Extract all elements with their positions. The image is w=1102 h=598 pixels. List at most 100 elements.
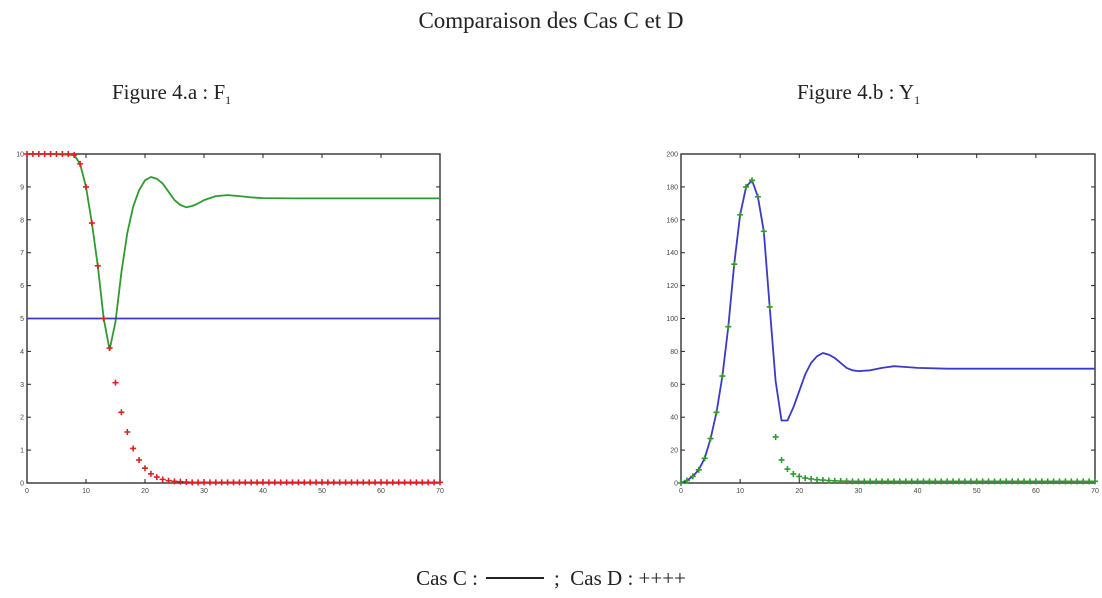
figure-4a-series-2-point bbox=[130, 445, 137, 452]
figure-4b-series-1-point bbox=[885, 478, 891, 485]
figure-4b-series-1-point bbox=[766, 303, 773, 310]
figure-4b-series-1-point bbox=[1080, 478, 1087, 485]
figure-4b-y-tick-label: 20 bbox=[670, 448, 678, 455]
figure-4b-series-1-point bbox=[867, 478, 874, 485]
figure-4a-series-2-point bbox=[378, 479, 384, 486]
figure-4b-series-1-point bbox=[737, 211, 744, 218]
figure-4a-series-2-point bbox=[360, 479, 367, 486]
figure-4b-x-tick-label: 10 bbox=[736, 488, 744, 495]
figure-4b-series-1-point bbox=[920, 478, 927, 485]
figure-4a-series-2-point bbox=[265, 479, 272, 486]
legend-cas-d-label: Cas D : ++++ bbox=[570, 566, 686, 590]
figure-4a-series-2-point bbox=[206, 479, 213, 486]
figure-4a-series-2-point bbox=[94, 262, 101, 269]
figure-4a-series-2-point bbox=[159, 476, 166, 483]
figure-4b-series-1-point bbox=[713, 409, 720, 416]
figure-4a-series-2-point bbox=[431, 479, 438, 486]
figure-4b-series-1-point bbox=[1056, 478, 1063, 485]
figure-4b-x-tick-label: 40 bbox=[914, 488, 922, 495]
figure-4a-series-2-point bbox=[248, 479, 255, 486]
figure-4a-series-2-point bbox=[177, 478, 184, 485]
figure-4b-plot: 0 10 20 30 40 50 60 70 0 20 40 60 80 100 120 140 160 180 2… bbox=[666, 152, 1099, 496]
figure-4a-series-2-point bbox=[24, 151, 30, 157]
figure-4a-series-2-point bbox=[319, 479, 325, 486]
figure-4b-series-1-point bbox=[790, 470, 797, 477]
figure-4b-series-1-point bbox=[950, 478, 957, 485]
figure-4b-y-tick-label: 160 bbox=[666, 217, 678, 224]
figure-4a-series-2-point bbox=[124, 429, 131, 436]
figure-4a-series-2-point bbox=[153, 474, 160, 481]
figure-4a-series-2-point bbox=[201, 479, 207, 486]
figure-4a-series-2-point bbox=[437, 479, 443, 486]
figure-4b-series-1-point bbox=[731, 261, 738, 268]
figure-4a-series-2-point bbox=[59, 151, 66, 157]
figure-4b-series-1-point bbox=[814, 476, 821, 483]
figure-4b-series-1-point bbox=[743, 183, 750, 190]
figure-4b-series-1-point bbox=[748, 177, 755, 184]
legend-cas-c-line-sample bbox=[485, 577, 544, 580]
figure-4a-series-2-point bbox=[283, 479, 290, 486]
figure-4a-x-tick-label: 60 bbox=[377, 488, 385, 495]
figure-4b-series-1-point bbox=[873, 478, 880, 485]
figure-4b-series-1-point bbox=[1062, 478, 1069, 485]
figure-4b-series-1-point bbox=[1032, 478, 1039, 485]
figure-4a-series-2-point bbox=[53, 151, 60, 157]
figure-4a-series-2-point bbox=[195, 479, 202, 486]
figure-4a-series-2-point bbox=[372, 479, 379, 486]
figure-4a-series-2-point bbox=[389, 479, 396, 486]
figure-4b-series-1-point bbox=[689, 473, 696, 480]
figure-4b-series-1-point bbox=[973, 478, 980, 485]
figure-4b-series-1-point bbox=[1092, 478, 1098, 485]
figure-4b-series-1-point bbox=[1003, 478, 1010, 485]
figure-4a-y-tick-label: 8 bbox=[20, 217, 24, 224]
figure-4b-series-1-point bbox=[808, 475, 815, 482]
figure-4b-series-1-point bbox=[1086, 478, 1093, 485]
legend-cas-c-label: Cas C : bbox=[416, 566, 478, 590]
figure-4b-plot-frame bbox=[680, 153, 1096, 484]
figure-4a-series-2-point bbox=[88, 220, 95, 227]
figure-4b-series-1-point bbox=[825, 477, 832, 484]
figure-4a-y-tick-label: 6 bbox=[20, 283, 24, 290]
figure-4b-x-tick-label: 30 bbox=[855, 488, 863, 495]
figure-4a-series-2-point bbox=[230, 479, 237, 486]
figure-4b-x-tick-label: 60 bbox=[1032, 488, 1040, 495]
figure-4a-x-tick-label: 20 bbox=[141, 488, 149, 495]
figure-4a-series-2-point bbox=[29, 151, 36, 157]
figure-4a-plot: 0 10 20 30 40 50 60 70 0 1 2 3 4 5 6 7 8 9 10 bbox=[16, 151, 444, 495]
figure-4a-y-tick-label: 2 bbox=[20, 415, 24, 422]
figure-4b-y-tick-label: 0 bbox=[674, 481, 678, 488]
figure-4b-y-tick-label: 60 bbox=[670, 382, 678, 389]
figure-4b-series-1-point bbox=[1026, 478, 1033, 485]
figure-4b-series-1-point bbox=[1068, 478, 1075, 485]
figure-4a-y-tick-label: 0 bbox=[20, 481, 24, 488]
figure-4a-series-2-point bbox=[383, 479, 390, 486]
figure-4a-series-2-point bbox=[395, 479, 402, 486]
figure-4b-series-1-point bbox=[695, 466, 702, 473]
figure-4a-y-tick-label: 9 bbox=[20, 184, 24, 191]
figure-4a-series-2-point bbox=[425, 479, 432, 486]
figure-4a-series-2-point bbox=[47, 151, 54, 157]
figure-4a-series-2-point bbox=[277, 479, 284, 486]
figure-4b-y-tick-label: 40 bbox=[670, 415, 678, 422]
figure-4b-series-1-point bbox=[914, 478, 921, 485]
figure-4b-series-1-point bbox=[1015, 478, 1022, 485]
figure-4a-series-2-point bbox=[313, 479, 320, 486]
figure-4a-series-2-point bbox=[271, 479, 278, 486]
figure-4b-series-1-point bbox=[1021, 478, 1028, 485]
figure-4b-series-1-point bbox=[938, 478, 945, 485]
figure-4b-series-1-point bbox=[796, 473, 803, 480]
figure-4b-series-1-point bbox=[772, 433, 779, 440]
chart-main-title: Comparaison des Cas C et D bbox=[418, 8, 684, 33]
figure-4b-series-1-point bbox=[1038, 478, 1045, 485]
figure-4b-series-1-point bbox=[683, 477, 690, 484]
figure-4a-y-tick-label: 1 bbox=[20, 448, 24, 455]
figure-4b-series-1-point bbox=[944, 478, 951, 485]
figure-4b-series-1-point bbox=[997, 478, 1004, 485]
figure-4a-series-2-point bbox=[407, 479, 414, 486]
figure-4a-series-2-point bbox=[254, 479, 261, 486]
figure-4b-series-1-point bbox=[1074, 478, 1081, 485]
figure-4b-series-1-point bbox=[760, 228, 767, 235]
figure-4a-y-tick-label: 3 bbox=[20, 382, 24, 389]
figure-4a-series-2-point bbox=[289, 479, 296, 486]
figure-4a-series-2-point bbox=[419, 479, 426, 486]
